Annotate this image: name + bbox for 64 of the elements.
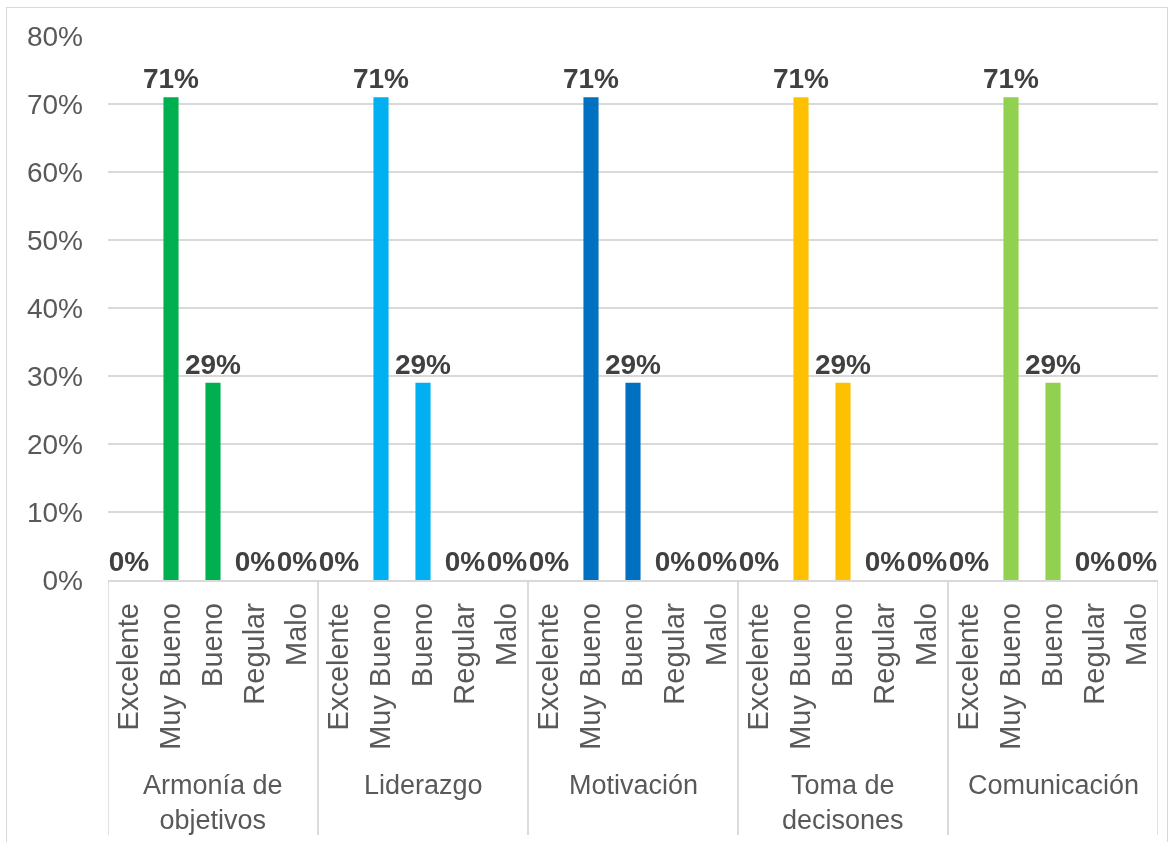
y-tick-label: 80%	[26, 20, 83, 52]
data-label: 71%	[142, 63, 200, 95]
text: Comunicación	[968, 770, 1140, 800]
data-label: 71%	[772, 63, 830, 95]
x-tick-label: Regular	[868, 602, 901, 705]
x-tick-label: Malo	[910, 603, 943, 666]
x-tick-label: Excelente	[742, 603, 775, 731]
x-tick-label: Excelente	[112, 603, 145, 731]
y-tick-label: 50%	[26, 224, 83, 256]
data-label: 0%	[1116, 546, 1158, 577]
x-tick-label: Bueno	[1036, 603, 1069, 687]
x-tick-label: Muy Bueno	[784, 603, 817, 750]
y-tick-label: 60%	[26, 156, 83, 188]
data-label: 0%	[108, 546, 150, 577]
text: Liderazgo	[364, 770, 483, 800]
x-tick-label: Regular	[238, 602, 271, 705]
data-label: 29%	[184, 348, 242, 380]
x-tick-label: Muy Bueno	[574, 603, 607, 750]
data-label: 71%	[982, 63, 1040, 95]
text: Toma de decisones	[782, 770, 904, 836]
x-tick-label: Muy Bueno	[364, 603, 397, 750]
x-tick-label: Bueno	[826, 603, 859, 687]
y-tick-label: 20%	[26, 428, 83, 460]
text: Motivación	[569, 770, 699, 800]
data-label: 0%	[906, 546, 948, 577]
data-label: 0%	[318, 546, 360, 577]
x-tick-label: Muy Bueno	[154, 603, 187, 750]
x-tick-label: Regular	[448, 602, 481, 705]
data-label: 0%	[1074, 546, 1116, 577]
x-tick-label: Bueno	[406, 603, 439, 687]
x-tick-label: Excelente	[322, 603, 355, 731]
x-tick-label: Malo	[700, 603, 733, 666]
data-label: 29%	[1024, 348, 1082, 380]
data-label: 29%	[814, 348, 872, 380]
x-tick-label: Malo	[490, 603, 523, 666]
data-label: 0%	[948, 546, 990, 577]
data-label: 0%	[486, 546, 528, 577]
data-label: 71%	[562, 63, 620, 95]
data-label: 0%	[528, 546, 570, 577]
x-tick-label: Malo	[280, 603, 313, 666]
data-label: 0%	[738, 546, 780, 577]
x-tick-label: Bueno	[616, 603, 649, 687]
x-tick-label: Malo	[1120, 603, 1153, 666]
data-label: 0%	[864, 546, 906, 577]
y-tick-label: 10%	[26, 496, 83, 528]
data-label: 29%	[604, 348, 662, 380]
y-tick-label: 70%	[26, 88, 83, 120]
data-label: 29%	[394, 348, 452, 380]
data-label: 0%	[654, 546, 696, 577]
data-label: 71%	[352, 63, 410, 95]
x-tick-label: Regular	[1078, 602, 1111, 705]
x-tick-label: Muy Bueno	[994, 603, 1027, 750]
data-label: 0%	[696, 546, 738, 577]
data-label: 0%	[276, 546, 318, 577]
data-label: 0%	[444, 546, 486, 577]
x-tick-label: Regular	[658, 602, 691, 705]
x-tick-label: Excelente	[532, 603, 565, 731]
x-tick-label: Excelente	[952, 603, 985, 731]
y-tick-label: 30%	[26, 360, 83, 392]
y-tick-label: 40%	[26, 292, 83, 324]
data-label: 0%	[234, 546, 276, 577]
text: Armonía de objetivos	[143, 770, 283, 836]
y-tick-label: 0%	[42, 564, 83, 596]
x-tick-label: Bueno	[196, 603, 229, 687]
